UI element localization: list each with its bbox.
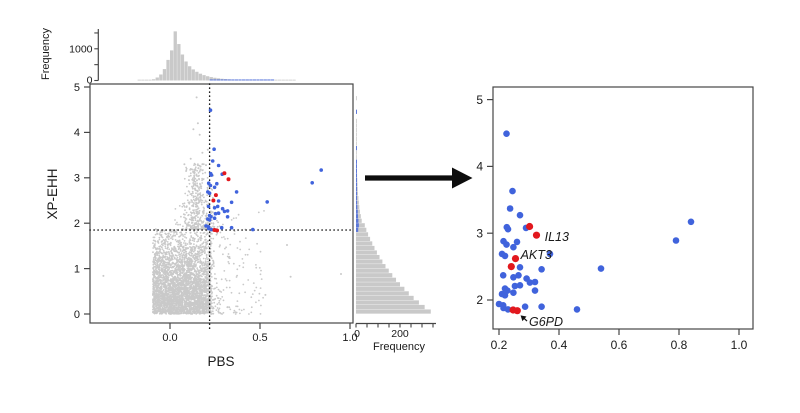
right-hist-tick-200: 200 <box>391 328 409 340</box>
pbs-axis-label: PBS <box>207 354 234 369</box>
left-axes: 0 1 2 3 4 5 0.0 0.5 1.0 <box>74 82 358 344</box>
right-hist-tick-0: 0 <box>354 328 360 340</box>
left-scatter-area <box>89 83 354 324</box>
right-y-tick-label: 5 <box>476 93 483 107</box>
gene-points-right <box>507 222 541 315</box>
right-x-tick-label: 0.8 <box>671 338 688 352</box>
top-hist-tick-1000: 1000 <box>69 43 93 55</box>
top-hist-tick-0: 0 <box>87 75 93 87</box>
left-y-tick-label: 2 <box>74 218 80 230</box>
left-y-tick-label: 1 <box>74 263 80 275</box>
left-y-tick-label: 5 <box>74 82 80 94</box>
left-x-tick-label: 0.0 <box>162 332 177 344</box>
g6pd-arrowhead-icon <box>520 315 527 322</box>
gray-points <box>102 96 342 315</box>
right-x-tick-label: 0.4 <box>551 338 568 352</box>
gene-label-il13: IL13 <box>545 230 569 244</box>
selected-points-left <box>204 108 324 232</box>
right-x-tick-label: 0.6 <box>611 338 628 352</box>
right-y-tick-label: 2 <box>476 293 483 307</box>
left-x-tick-label: 0.5 <box>252 332 267 344</box>
right-x-tick-label: 1.0 <box>731 338 748 352</box>
right-y-tick-label: 3 <box>476 226 483 240</box>
left-y-tick-label: 4 <box>74 127 80 139</box>
right-frequency-axis-label: Frequency <box>373 341 425 353</box>
right-x-tick-label: 0.2 <box>491 338 508 352</box>
gene-points-left <box>211 171 231 233</box>
left-y-tick-label: 3 <box>74 173 80 185</box>
arrow-icon <box>365 167 473 189</box>
right-y-tick-label: 4 <box>476 160 483 174</box>
left-y-tick-label: 0 <box>74 309 80 321</box>
top-frequency-axis-label: Frequency <box>40 28 52 80</box>
top-marginal-histogram: 0 1000 Frequency <box>40 28 296 87</box>
left-x-tick-label: 1.0 <box>342 332 357 344</box>
gene-label-g6pd: G6PD <box>529 315 563 329</box>
gene-label-akt3: AKT3 <box>520 248 552 262</box>
right-panel: 2 3 4 5 0.2 0.4 0.6 0.8 1.0 IL13 AKT3 G6PD <box>476 86 754 352</box>
xpehh-axis-label: XP-EHH <box>45 168 60 219</box>
threshold-lines <box>89 83 354 331</box>
right-axes: 2 3 4 5 0.2 0.4 0.6 0.8 1.0 <box>476 93 747 352</box>
selected-points-right <box>495 130 695 313</box>
